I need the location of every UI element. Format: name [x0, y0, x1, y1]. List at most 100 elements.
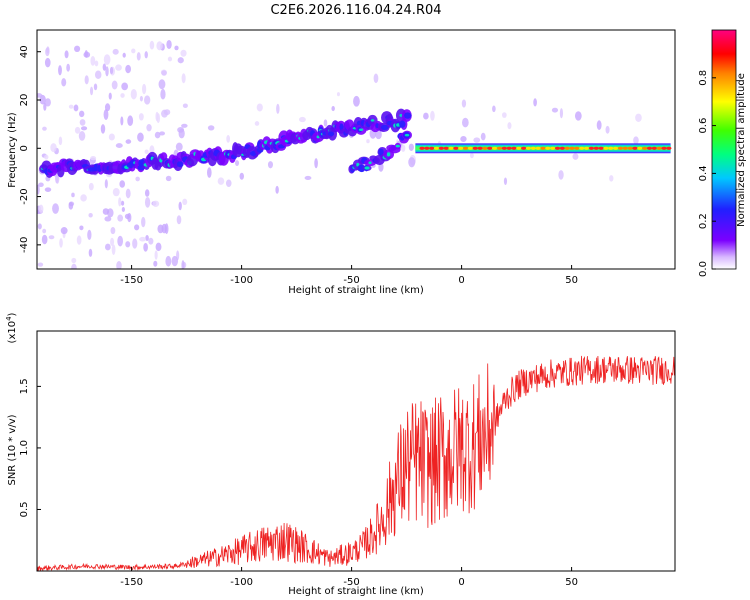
heatmap-noise-cell: [131, 48, 136, 54]
heatmap-noise-cell: [160, 88, 166, 100]
heatmap-noise-cell: [71, 192, 75, 198]
heatmap-noise-cell: [239, 172, 244, 180]
heatmap-noise-cell: [144, 189, 150, 197]
heatmap-noise-cell: [635, 113, 642, 122]
heatmap-noise-cell: [115, 64, 122, 71]
heatmap-noise-cell: [154, 250, 158, 260]
heatmap-max-cell: [622, 146, 628, 150]
heatmap-noise-cell: [149, 40, 155, 50]
heatmap-max-cell: [608, 146, 614, 150]
heatmap-noise-cell: [94, 60, 99, 67]
heatmap-noise-cell: [79, 225, 84, 231]
heatmap-max-cell: [535, 146, 541, 150]
heatmap-max-cell: [477, 146, 483, 150]
heatmap-noise-cell: [473, 137, 481, 143]
heatmap-noise-cell: [275, 185, 279, 194]
heatmap-max-cell: [656, 146, 662, 150]
heatmap-noise-cell: [423, 112, 429, 120]
heatmap-noise-cell: [104, 179, 108, 189]
heatmap-max-cell: [666, 146, 672, 150]
heatmap-noise-cell: [460, 135, 467, 142]
heatmap-max-cell: [496, 146, 503, 150]
heatmap-core-cell: [404, 112, 412, 119]
heatmap-max-cell: [642, 146, 648, 150]
heatmap-noise-cell: [353, 95, 360, 107]
heatmap-noise-cell: [609, 175, 614, 182]
heatmap-peak-cell: [370, 119, 375, 122]
heatmap-max-cell: [501, 146, 507, 150]
heatmap-noise-cell: [136, 52, 141, 61]
heatmap-max-cell: [545, 146, 551, 150]
heatmap-noise-cell: [71, 257, 77, 264]
heatmap-noise-cell: [174, 45, 179, 51]
heatmap-noise-cell: [134, 224, 140, 231]
heatmap-noise-cell: [111, 80, 118, 90]
heatmap-core-cell: [378, 148, 384, 156]
heatmap-noise-cell: [181, 260, 185, 269]
snr-x-label: Height of straight line (km): [288, 586, 424, 597]
heatmap-noise-cell: [76, 235, 82, 245]
heatmap-noise-cell: [44, 98, 51, 107]
heatmap-max-cell: [627, 146, 633, 150]
heatmap-noise-cell: [462, 117, 469, 128]
heatmap-noise-cell: [74, 126, 81, 134]
heatmap-noise-cell: [182, 103, 188, 108]
heatmap-noise-cell: [90, 55, 96, 66]
colorbar: 0.0 0.2 0.4 0.6 0.8 Normalized spectral ampl…: [698, 29, 747, 277]
heatmap-peak-cell: [358, 128, 364, 131]
heatmap-noise-cell: [158, 79, 166, 90]
heatmap-noise-cell: [79, 119, 86, 126]
heatmap-noise-cell: [104, 216, 112, 222]
colorbar-tick-label: 0.2: [698, 213, 709, 229]
heatmap-noise-cell: [68, 104, 74, 109]
heatmap-noise-cell: [373, 73, 379, 84]
heatmap-noise-cell: [408, 157, 416, 168]
heatmap-noise-cell: [90, 156, 97, 161]
spectrogram-x-tick-label: -150: [120, 275, 143, 286]
heatmap-max-cell: [569, 146, 575, 150]
heatmap-noise-cell: [94, 70, 102, 80]
heatmap-noise-cell: [93, 83, 98, 91]
heatmap-noise-cell: [66, 63, 70, 72]
heatmap-noise-cell: [154, 131, 161, 139]
heatmap-noise-cell: [37, 223, 42, 230]
heatmap-noise-cell: [225, 179, 232, 187]
snr-x-ticks: -150 -100 -50 0 50: [120, 567, 578, 588]
heatmap-noise-cell: [119, 180, 126, 188]
heatmap-noise-cell: [125, 241, 131, 248]
heatmap-noise-cell: [120, 200, 125, 206]
heatmap-noise-cell: [37, 184, 40, 195]
heatmap-noise-cell: [130, 88, 137, 100]
heatmap-noise-cell: [117, 235, 124, 247]
heatmap-noise-cell: [551, 107, 559, 113]
heatmap-max-cell: [448, 146, 454, 150]
heatmap-noise-cell: [37, 93, 43, 98]
heatmap-max-cell: [521, 146, 527, 150]
heatmap-noise-cell: [226, 135, 231, 143]
heatmap-noise-cell: [87, 229, 92, 241]
heatmap-noise-cell: [100, 124, 106, 134]
heatmap-noise-cell: [39, 94, 46, 105]
heatmap-noise-cell: [73, 104, 79, 112]
heatmap-noise-cell: [54, 172, 59, 184]
heatmap-noise-cell: [44, 187, 52, 192]
heatmap-noise-cell: [64, 50, 69, 59]
heatmap-noise-cell: [469, 152, 474, 159]
heatmap-noise-cell: [171, 255, 179, 267]
snr-x-tick-label: -150: [120, 577, 143, 588]
heatmap-noise-cell: [161, 223, 167, 234]
heatmap-noise-cell: [178, 201, 182, 211]
heatmap-max-cell: [613, 146, 619, 150]
heatmap-noise-cell: [167, 56, 173, 62]
heatmap-max-cell: [472, 146, 478, 150]
heatmap-noise-cell: [137, 132, 144, 142]
heatmap-noise-cell: [480, 132, 486, 141]
heatmap-noise-cell: [68, 202, 74, 210]
heatmap-noise-cell: [501, 112, 507, 118]
heatmap-noise-cell: [152, 200, 160, 207]
heatmap-max-cell: [588, 146, 595, 150]
heatmap-noise-cell: [46, 46, 50, 54]
heatmap-noise-cell: [323, 119, 328, 127]
heatmap-noise-cell: [139, 95, 143, 102]
heatmap-noise-cell: [104, 243, 111, 251]
